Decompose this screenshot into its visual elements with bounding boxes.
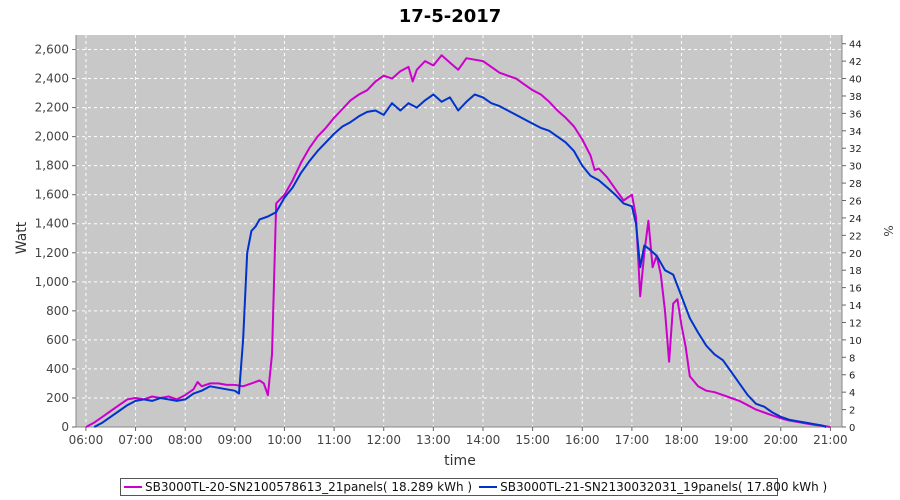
x-tick-label: 10:00: [267, 433, 302, 447]
y-tick-label: 0: [61, 420, 69, 434]
x-tick-label: 08:00: [168, 433, 203, 447]
y-axis-ticks: 0 200 400 600 800 1,000 1,200 1,400 1,600 1,800 2,…: [35, 43, 76, 434]
y2-tick-label: 34: [849, 127, 862, 138]
grid-lines: [75, 35, 843, 428]
y-tick-label: 2,200: [35, 101, 69, 115]
x-tick-label: 06:00: [69, 433, 104, 447]
y2-tick-label: 8: [849, 353, 855, 364]
x-tick-label: 15:00: [515, 433, 550, 447]
y-axis-title: Watt: [14, 221, 30, 254]
x-tick-label: 17:00: [615, 433, 650, 447]
y2-tick-label: 26: [849, 197, 862, 208]
x-tick-label: 14:00: [466, 433, 501, 447]
y-tick-label: 2,600: [35, 43, 69, 57]
y2-tick-label: 38: [849, 92, 862, 103]
y2-tick-label: 36: [849, 109, 862, 120]
x-tick-label: 20:00: [763, 433, 798, 447]
y2-tick-label: 6: [849, 371, 855, 382]
y2-tick-label: 32: [849, 144, 862, 155]
x-tick-label: 16:00: [565, 433, 600, 447]
y2-tick-label: 0: [849, 423, 855, 434]
x-axis-ticks: 06:00 07:00 08:00 09:00 10:00 11:00 12:00 13:00…: [69, 427, 848, 447]
y-tick-label: 200: [46, 391, 69, 405]
y2-tick-label: 12: [849, 318, 862, 329]
x-tick-label: 21:00: [813, 433, 848, 447]
y-tick-label: 1,200: [35, 246, 69, 260]
y2-tick-label: 4: [849, 388, 855, 399]
x-tick-label: 12:00: [366, 433, 401, 447]
y-tick-label: 2,400: [35, 72, 69, 86]
series-line-1: [85, 54, 831, 428]
x-tick-label: 13:00: [416, 433, 451, 447]
y-tick-label: 1,400: [35, 217, 69, 231]
x-tick-label: 18:00: [664, 433, 699, 447]
y2-axis-ticks: 0246810121416182022242628303234363840424…: [842, 40, 862, 434]
y2-tick-label: 10: [849, 336, 862, 347]
x-tick-label: 11:00: [317, 433, 352, 447]
legend-label-series-1: SB3000TL-20-SN2100578613_21panels( 18.28…: [145, 480, 473, 494]
y-tick-label: 600: [46, 333, 69, 347]
y2-tick-label: 14: [849, 301, 862, 312]
y-tick-label: 2,000: [35, 130, 69, 144]
plot-area: [76, 35, 842, 427]
legend-swatch-series-2: [479, 486, 498, 488]
y-tick-label: 400: [46, 362, 69, 376]
y2-tick-label: 24: [849, 214, 862, 225]
y2-tick-label: 20: [849, 249, 862, 260]
y2-tick-label: 44: [849, 40, 862, 51]
y2-axis-title: %: [881, 225, 895, 236]
y-tick-label: 1,800: [35, 159, 69, 173]
y2-tick-label: 42: [849, 57, 862, 68]
y-tick-label: 1,600: [35, 188, 69, 202]
y2-tick-label: 40: [849, 75, 862, 86]
series-lines: [85, 54, 831, 428]
legend-item-series-1: SB3000TL-20-SN2100578613_21panels( 18.28…: [121, 480, 472, 494]
y2-tick-label: 28: [849, 179, 862, 190]
y2-tick-label: 30: [849, 162, 862, 173]
x-tick-label: 07:00: [118, 433, 153, 447]
x-axis-title: time: [444, 453, 476, 469]
legend-item-series-2: SB3000TL-21-SN2130032031_19panels( 17.80…: [476, 480, 827, 494]
y2-tick-label: 2: [849, 406, 855, 417]
y2-tick-label: 18: [849, 266, 862, 277]
legend: SB3000TL-20-SN2100578613_21panels( 18.28…: [120, 478, 827, 496]
y-tick-label: 800: [46, 304, 69, 318]
y2-tick-label: 22: [849, 231, 862, 242]
legend-label-series-2: SB3000TL-21-SN2130032031_19panels( 17.80…: [500, 480, 828, 494]
y2-tick-label: 16: [849, 284, 862, 295]
x-tick-label: 19:00: [714, 433, 749, 447]
legend-swatch-series-1: [124, 486, 142, 488]
x-tick-label: 09:00: [218, 433, 253, 447]
series-line-2: [93, 93, 827, 428]
y-tick-label: 1,000: [35, 275, 69, 289]
chart-title: 17-5-2017: [399, 6, 502, 27]
